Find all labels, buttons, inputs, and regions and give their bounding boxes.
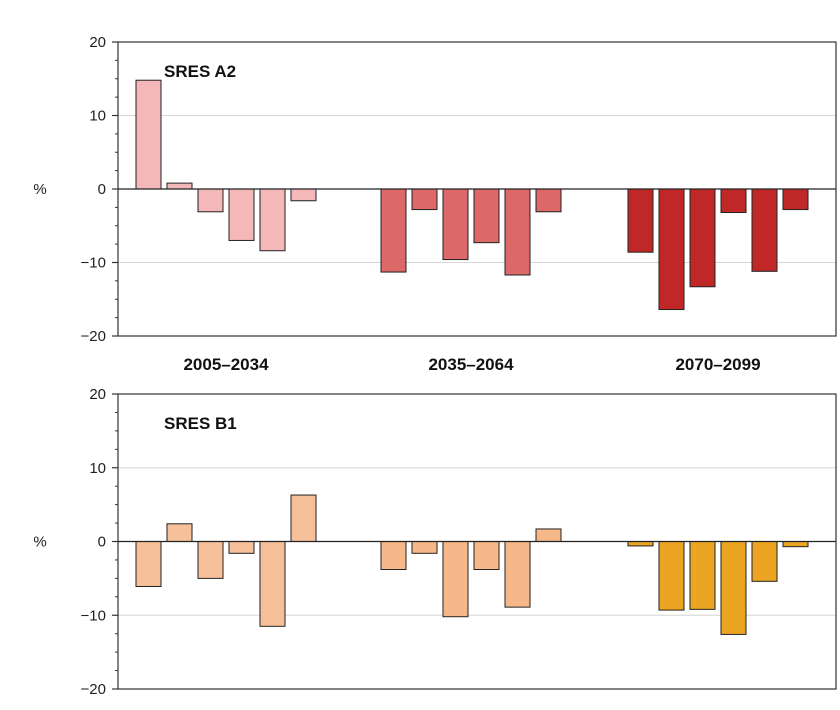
bar: [259, 188, 286, 252]
bar: [689, 188, 716, 288]
bar: [473, 188, 500, 244]
y-tick-label: 20: [89, 386, 106, 403]
bar: [658, 541, 685, 611]
bar: [689, 541, 716, 610]
panel-title: SRES A2: [164, 62, 236, 81]
bar: [197, 541, 224, 579]
y-axis-label: %: [33, 181, 46, 198]
y-axis-label: %: [33, 534, 46, 551]
bar: [380, 188, 407, 273]
bar: [504, 541, 531, 608]
bar: [751, 188, 778, 272]
bar: [135, 541, 162, 587]
bar: [442, 541, 469, 618]
chart-panel-2: −20 −10 0 10 20% SRES B1: [33, 386, 837, 698]
period-label: 2070–2099: [675, 355, 760, 374]
y-tick-label: 0: [98, 534, 106, 551]
bar: [720, 541, 747, 635]
bar: [720, 188, 747, 214]
bar: [782, 541, 809, 548]
bar: [473, 541, 500, 571]
bar: [658, 188, 685, 311]
period-label: 2005–2034: [183, 355, 269, 374]
panel-title: SRES B1: [164, 414, 237, 433]
bar: [504, 188, 531, 276]
y-tick-label: −20: [81, 328, 106, 345]
bar: [290, 494, 317, 543]
bar: [228, 541, 255, 554]
y-tick-label: −10: [81, 255, 106, 272]
bar: [627, 541, 654, 547]
bar: [259, 541, 286, 627]
bar: [411, 188, 438, 211]
bar: [166, 523, 193, 542]
y-tick-label: 10: [89, 460, 106, 477]
y-tick-label: 10: [89, 108, 106, 125]
bar: [535, 188, 562, 213]
bar: [380, 541, 407, 571]
bar: [442, 188, 469, 261]
y-tick-label: −20: [81, 681, 106, 698]
bar: [228, 188, 255, 241]
bar: [535, 528, 562, 543]
y-tick-label: −10: [81, 607, 106, 624]
period-label: 2035–2064: [428, 355, 514, 374]
bar: [782, 188, 809, 211]
bar: [290, 188, 317, 202]
y-tick-label: 0: [98, 181, 106, 198]
bar: [197, 188, 224, 213]
bar: [411, 541, 438, 554]
bar: [166, 182, 193, 190]
bar: [135, 79, 162, 190]
bar: [627, 188, 654, 253]
bar: [751, 541, 778, 582]
y-tick-label: 20: [89, 34, 106, 51]
chart-panel-1: −20 −10 0 10 20% 2005–2034 2035–2064 2070–2099 S…: [33, 34, 837, 374]
